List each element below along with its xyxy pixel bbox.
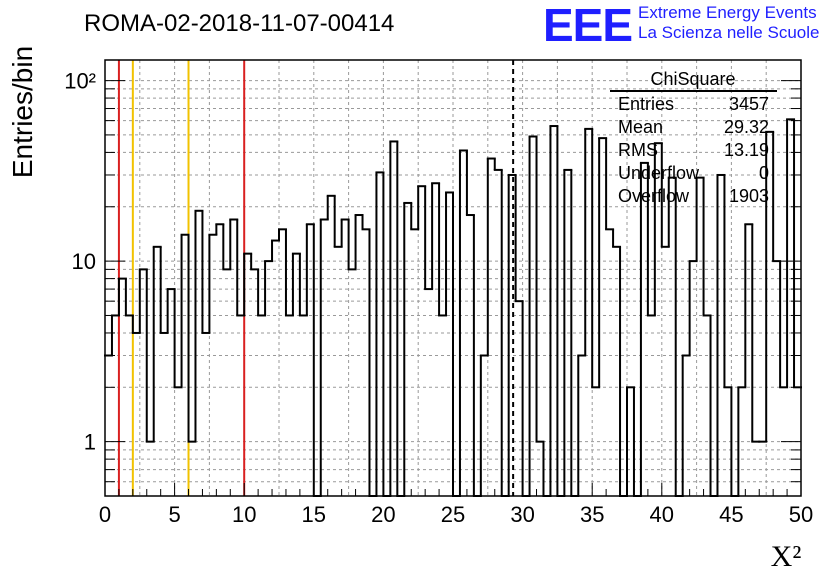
x-tick-label: 0 <box>99 502 111 527</box>
stats-label: Entries <box>618 94 674 114</box>
stats-value: 1903 <box>729 186 769 206</box>
x-tick-label: 15 <box>302 502 326 527</box>
y-tick-label: 1 <box>84 430 96 455</box>
stats-label: Mean <box>618 117 663 137</box>
x-tick-label: 25 <box>441 502 465 527</box>
y-axis-label: Entries/bin <box>7 46 38 178</box>
x-tick-label: 20 <box>371 502 395 527</box>
x-tick-label: 35 <box>580 502 604 527</box>
x-tick-label: 40 <box>650 502 674 527</box>
stats-label: RMS <box>618 140 658 160</box>
y-tick-label: 10 <box>72 249 96 274</box>
histogram-bars <box>104 118 802 497</box>
stats-value: 3457 <box>729 94 769 114</box>
stats-label: Underflow <box>618 163 700 183</box>
y-tick-label: 10² <box>64 69 96 94</box>
x-tick-label: 30 <box>510 502 534 527</box>
stats-title: ChiSquare <box>650 69 735 89</box>
eee-logo: EEE <box>543 0 633 51</box>
x-tick-label: 45 <box>719 502 743 527</box>
chart-title: ROMA-02-2018-11-07-00414 <box>84 10 395 37</box>
reference-lines <box>117 60 515 496</box>
stats-box: ChiSquare Entries 3457 Mean 29.32 RMS 13.19 Und… <box>610 69 777 206</box>
x-tick-label: 50 <box>789 502 813 527</box>
x-axis-label: X² <box>771 540 802 572</box>
x-tick-label: 10 <box>232 502 256 527</box>
logo-text-line1: Extreme Energy Events <box>638 3 817 22</box>
stats-value: 29.32 <box>724 117 769 137</box>
stats-label: Overflow <box>618 186 690 206</box>
logo-text-line2: La Scienza nelle Scuole <box>638 23 820 42</box>
y-axis-ticks: 1 10 10² <box>64 69 801 497</box>
x-axis-ticks: 0 5 10 15 20 25 30 35 40 45 50 <box>99 483 813 527</box>
stats-value: 13.19 <box>724 140 769 160</box>
x-tick-label: 5 <box>168 502 180 527</box>
stats-value: 0 <box>759 163 769 183</box>
